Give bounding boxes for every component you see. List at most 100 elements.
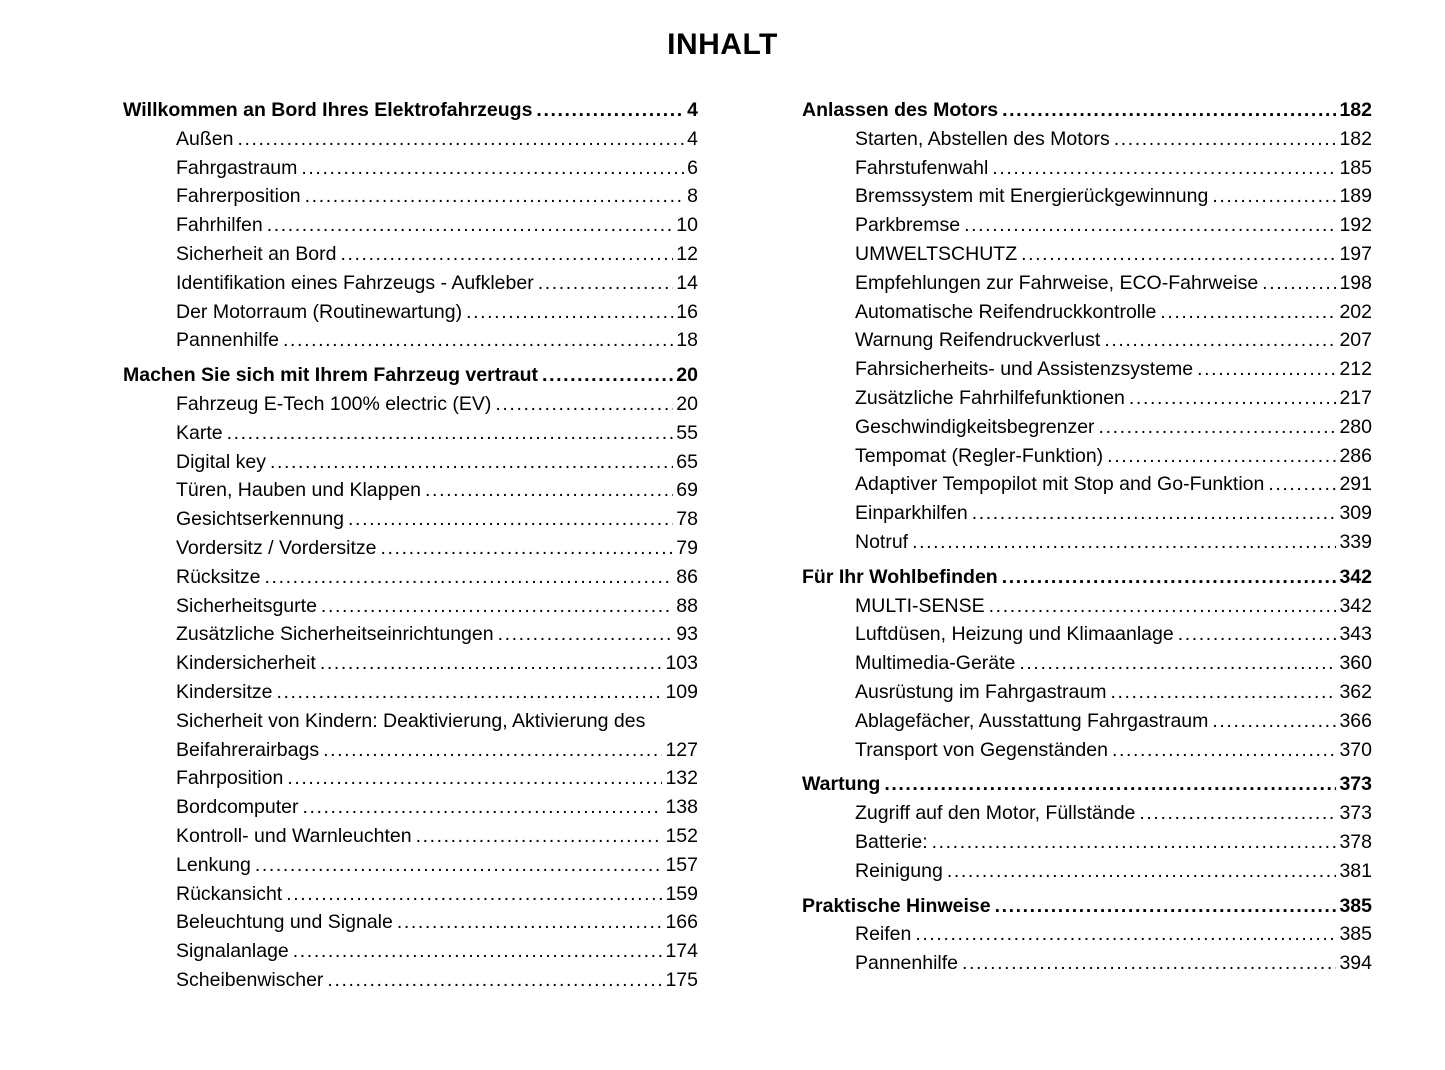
toc-section-entry[interactable]: Anlassen des Motors 182 [802,96,1372,125]
toc-item-entry[interactable]: Geschwindigkeitsbegrenzer 280 [802,413,1372,442]
toc-item-entry[interactable]: Identifikation eines Fahrzeugs - Aufkleb… [123,269,698,298]
dot-leader [947,857,1337,886]
toc-item-entry[interactable]: Karte 55 [123,419,698,448]
toc-item-entry-label: UMWELTSCHUTZ [855,242,1018,265]
dot-leader [1114,125,1337,154]
toc-item-entry-label: Warnung Reifendruckverlust [855,329,1101,352]
toc-item-entry[interactable]: Notruf 339 [802,528,1372,557]
page-number: 18 [676,329,698,352]
toc-item-entry[interactable]: Außen 4 [123,125,698,154]
toc-item-entry[interactable]: Der Motorraum (Routinewartung) 16 [123,298,698,327]
toc-item-entry-label: Rücksitze [176,565,261,588]
dot-leader [962,949,1336,978]
toc-item-entry[interactable]: Luftdüsen, Heizung und Klimaanlage 343 [802,620,1372,649]
toc-item-entry[interactable]: Zusätzliche Sicherheitseinrichtungen 93 [123,620,698,649]
toc-item-entry[interactable]: Fahrstufenwahl 185 [802,154,1372,183]
toc-section-entry[interactable]: Willkommen an Bord Ihres Elektrofahrzeug… [123,96,698,125]
toc-item-entry[interactable]: Transport von Gegenständen 370 [802,736,1372,765]
toc-item-entry[interactable]: Beleuchtung und Signale 166 [123,908,698,937]
toc-item-entry[interactable]: Sicherheit an Bord 12 [123,240,698,269]
dot-leader [1019,649,1336,678]
toc-item-entry[interactable]: Ablagefächer, Ausstattung Fahrgastraum 36… [802,707,1372,736]
toc-item-entry[interactable]: Sicherheit von Kindern: Deaktivierung, A… [123,707,698,736]
toc-item-entry[interactable]: Adaptiver Tempopilot mit Stop and Go-Fun… [802,470,1372,499]
toc-item-entry[interactable]: Warnung Reifendruckverlust 207 [802,326,1372,355]
page-number: 217 [1339,386,1372,409]
toc-item-entry[interactable]: Tempomat (Regler-Funktion) 286 [802,442,1372,471]
toc-item-entry[interactable]: Fahrzeug E-Tech 100% electric (EV) 20 [123,390,698,419]
toc-item-entry[interactable]: Starten, Abstellen des Motors 182 [802,125,1372,154]
toc-item-entry[interactable]: Reifen 385 [802,920,1372,949]
page-number: 202 [1339,300,1372,323]
dot-leader [1112,736,1337,765]
toc-item-entry-label: Parkbremse [855,214,961,237]
toc-item-entry-label: Digital key [176,450,266,473]
toc-item-entry[interactable]: Scheibenwischer 175 [123,966,698,995]
toc-section-entry-label: Anlassen des Motors [802,99,999,121]
dot-leader [538,269,674,298]
toc-item-entry[interactable]: Pannenhilfe 18 [123,326,698,355]
toc-item-entry[interactable]: Empfehlungen zur Fahrweise, ECO-Fahrweis… [802,269,1372,298]
toc-item-entry[interactable]: Türen, Hauben und Klappen 69 [123,476,698,505]
toc-item-entry-label: Einparkhilfen [855,502,968,525]
toc-item-entry[interactable]: Fahrposition 132 [123,764,698,793]
toc-item-entry-label: Kindersicherheit [176,652,316,675]
toc-item-entry-label: Luftdüsen, Heizung und Klimaanlage [855,623,1174,646]
toc-item-entry[interactable]: Zugriff auf den Motor, Füllstände 373 [802,799,1372,828]
toc-item-entry[interactable]: Kindersicherheit 103 [123,649,698,678]
toc-item-entry[interactable]: Ausrüstung im Fahrgastraum 362 [802,678,1372,707]
toc-item-entry[interactable]: Batterie: 378 [802,828,1372,857]
page-number: 360 [1339,652,1372,675]
toc-section-entry[interactable]: Praktische Hinweise 385 [802,892,1372,921]
toc-item-entry[interactable]: Zusätzliche Fahrhilfefunktionen 217 [802,384,1372,413]
page-number: 342 [1339,565,1372,588]
toc-item-entry[interactable]: Lenkung 157 [123,851,698,880]
toc-section-entry[interactable]: Machen Sie sich mit Ihrem Fahrzeug vertr… [123,361,698,390]
toc-item-entry[interactable]: Pannenhilfe 394 [802,949,1372,978]
toc-item-entry[interactable]: Vordersitz / Vordersitze 79 [123,534,698,563]
toc-item-entry[interactable]: Rückansicht 159 [123,880,698,909]
toc-item-entry[interactable]: Multimedia-Geräte 360 [802,649,1372,678]
toc-item-entry[interactable]: Fahrerposition 8 [123,182,698,211]
toc-item-entry[interactable]: UMWELTSCHUTZ 197 [802,240,1372,269]
page-number: 175 [665,968,698,991]
toc-item-entry[interactable]: Kontroll- und Warnleuchten 152 [123,822,698,851]
page-number: 189 [1339,185,1372,208]
dot-leader [495,390,673,419]
toc-item-entry-continuation[interactable]: Beifahrerairbags 127 [123,736,698,765]
toc-item-entry[interactable]: Fahrgastraum 6 [123,154,698,183]
toc-section-entry[interactable]: Für Ihr Wohlbefinden 342 [802,563,1372,592]
toc-item-entry-label: Automatische Reifendruckkontrolle [855,300,1157,323]
dot-leader [381,534,674,563]
toc-item-entry[interactable]: Gesichtserkennung 78 [123,505,698,534]
dot-leader [915,920,1336,949]
toc-item-entry[interactable]: Signalanlage 174 [123,937,698,966]
page-number: 4 [687,99,698,121]
toc-item-entry[interactable]: Einparkhilfen 309 [802,499,1372,528]
dot-leader [340,240,673,269]
page-number: 198 [1339,271,1372,294]
toc-section-entry[interactable]: Wartung 373 [802,770,1372,799]
page-number: 381 [1339,859,1372,882]
dot-leader [265,563,674,592]
page-number: 4 [687,127,698,150]
toc-item-entry[interactable]: Sicherheitsgurte 88 [123,592,698,621]
toc-item-entry[interactable]: Fahrhilfen 10 [123,211,698,240]
page-number: 20 [676,392,698,415]
toc-item-entry[interactable]: Bremssystem mit Energierückgewinnung 189 [802,182,1372,211]
dot-leader [397,908,663,937]
toc-item-entry[interactable]: Fahrsicherheits- und Assistenzsysteme 212 [802,355,1372,384]
toc-item-entry[interactable]: Kindersitze 109 [123,678,698,707]
toc-item-entry[interactable]: Rücksitze 86 [123,563,698,592]
toc-section-entry-label: Machen Sie sich mit Ihrem Fahrzeug vertr… [123,364,539,387]
toc-item-entry[interactable]: Parkbremse 192 [802,211,1372,240]
toc-item-entry-label: Sicherheit von Kindern: Deaktivierung, A… [176,709,646,732]
toc-item-entry[interactable]: Bordcomputer 138 [123,793,698,822]
toc-item-entry[interactable]: Digital key 65 [123,448,698,477]
dot-leader [227,419,674,448]
toc-item-entry[interactable]: Reinigung 381 [802,857,1372,886]
toc-item-entry[interactable]: MULTI-SENSE 342 [802,592,1372,621]
toc-item-entry-label: Kindersitze [176,680,273,703]
toc-item-entry-label: Pannenhilfe [176,329,280,352]
toc-item-entry[interactable]: Automatische Reifendruckkontrolle 202 [802,298,1372,327]
